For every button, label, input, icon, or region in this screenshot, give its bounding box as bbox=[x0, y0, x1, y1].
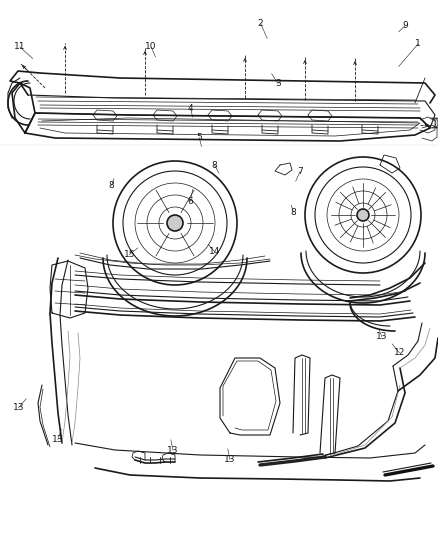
Text: 13: 13 bbox=[52, 435, 64, 444]
Text: 9: 9 bbox=[402, 21, 408, 30]
Text: 8: 8 bbox=[109, 181, 115, 190]
Text: 15: 15 bbox=[124, 251, 135, 259]
Text: 13: 13 bbox=[167, 446, 179, 455]
Text: 3: 3 bbox=[275, 79, 281, 88]
Text: 8: 8 bbox=[212, 161, 218, 169]
Text: 5: 5 bbox=[196, 133, 202, 142]
Text: 12: 12 bbox=[394, 349, 405, 357]
Text: 13: 13 bbox=[224, 455, 236, 464]
Text: 7: 7 bbox=[297, 167, 303, 176]
Text: 6: 6 bbox=[187, 197, 194, 206]
Text: 10: 10 bbox=[145, 43, 157, 51]
Circle shape bbox=[167, 215, 183, 231]
Text: 1: 1 bbox=[415, 39, 421, 48]
Text: 11: 11 bbox=[14, 43, 25, 51]
Text: 13: 13 bbox=[13, 403, 24, 412]
Circle shape bbox=[357, 209, 369, 221]
Text: 4: 4 bbox=[188, 104, 193, 112]
Text: 13: 13 bbox=[376, 333, 388, 341]
Text: 14: 14 bbox=[209, 247, 220, 256]
Text: 2: 2 bbox=[258, 19, 263, 28]
Text: 8: 8 bbox=[290, 208, 297, 216]
